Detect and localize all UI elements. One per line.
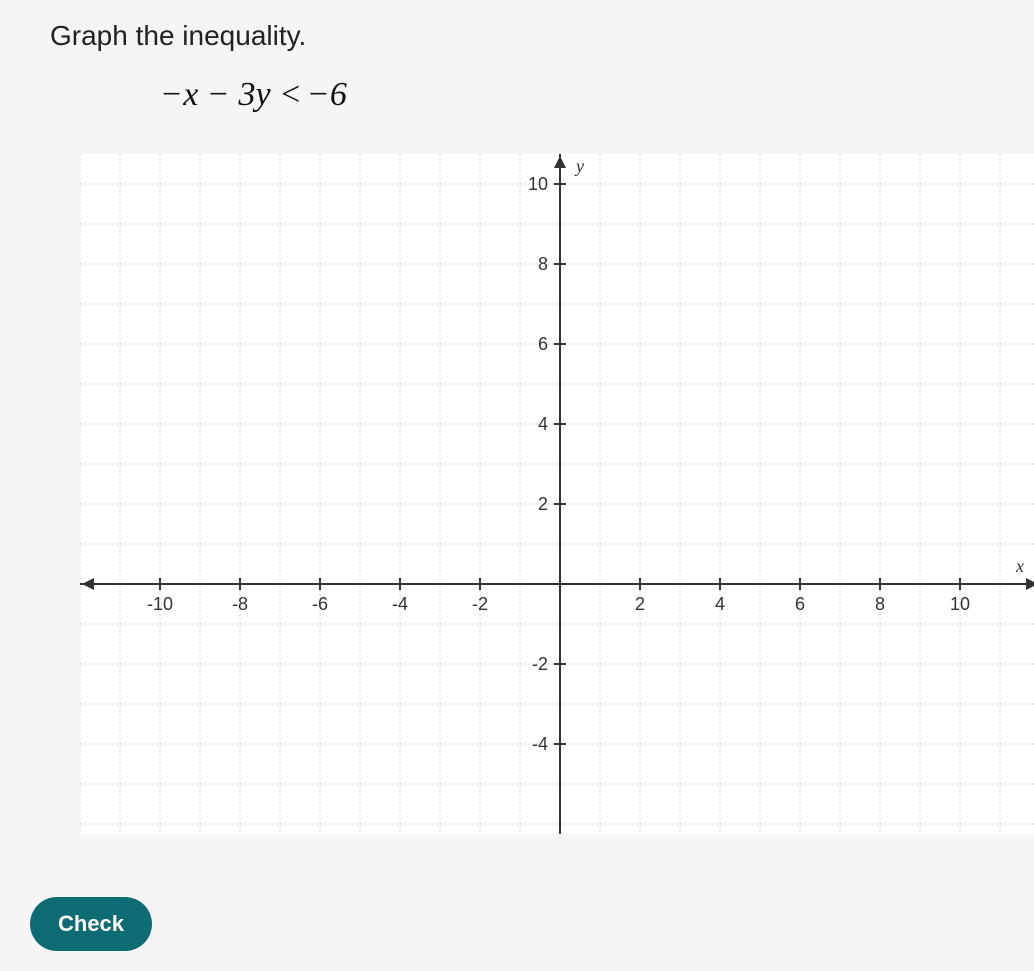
svg-text:2: 2 (538, 494, 548, 514)
check-button[interactable]: Check (30, 897, 152, 951)
graph-area[interactable]: -10 -8 -6 -4 -2 2 4 6 8 10 -4 -2 2 4 6 8 10 y x (80, 154, 1034, 834)
svg-text:10: 10 (528, 174, 548, 194)
svg-text:6: 6 (795, 594, 805, 614)
svg-text:2: 2 (635, 594, 645, 614)
svg-text:8: 8 (875, 594, 885, 614)
svg-text:4: 4 (538, 414, 548, 434)
svg-text:8: 8 (538, 254, 548, 274)
inequality-equation: −x − 3y < −6 (160, 76, 1004, 114)
svg-text:-4: -4 (392, 594, 408, 614)
svg-text:-8: -8 (232, 594, 248, 614)
svg-text:-2: -2 (532, 654, 548, 674)
prompt-text: Graph the inequality. (50, 20, 1004, 52)
svg-text:6: 6 (538, 334, 548, 354)
svg-text:x: x (1015, 556, 1024, 576)
svg-text:-2: -2 (472, 594, 488, 614)
svg-text:-4: -4 (532, 734, 548, 754)
coordinate-plane[interactable]: -10 -8 -6 -4 -2 2 4 6 8 10 -4 -2 2 4 6 8 10 y x (80, 154, 1034, 834)
svg-text:4: 4 (715, 594, 725, 614)
svg-text:y: y (574, 156, 584, 176)
svg-text:-6: -6 (312, 594, 328, 614)
svg-text:-10: -10 (147, 594, 173, 614)
svg-text:10: 10 (950, 594, 970, 614)
